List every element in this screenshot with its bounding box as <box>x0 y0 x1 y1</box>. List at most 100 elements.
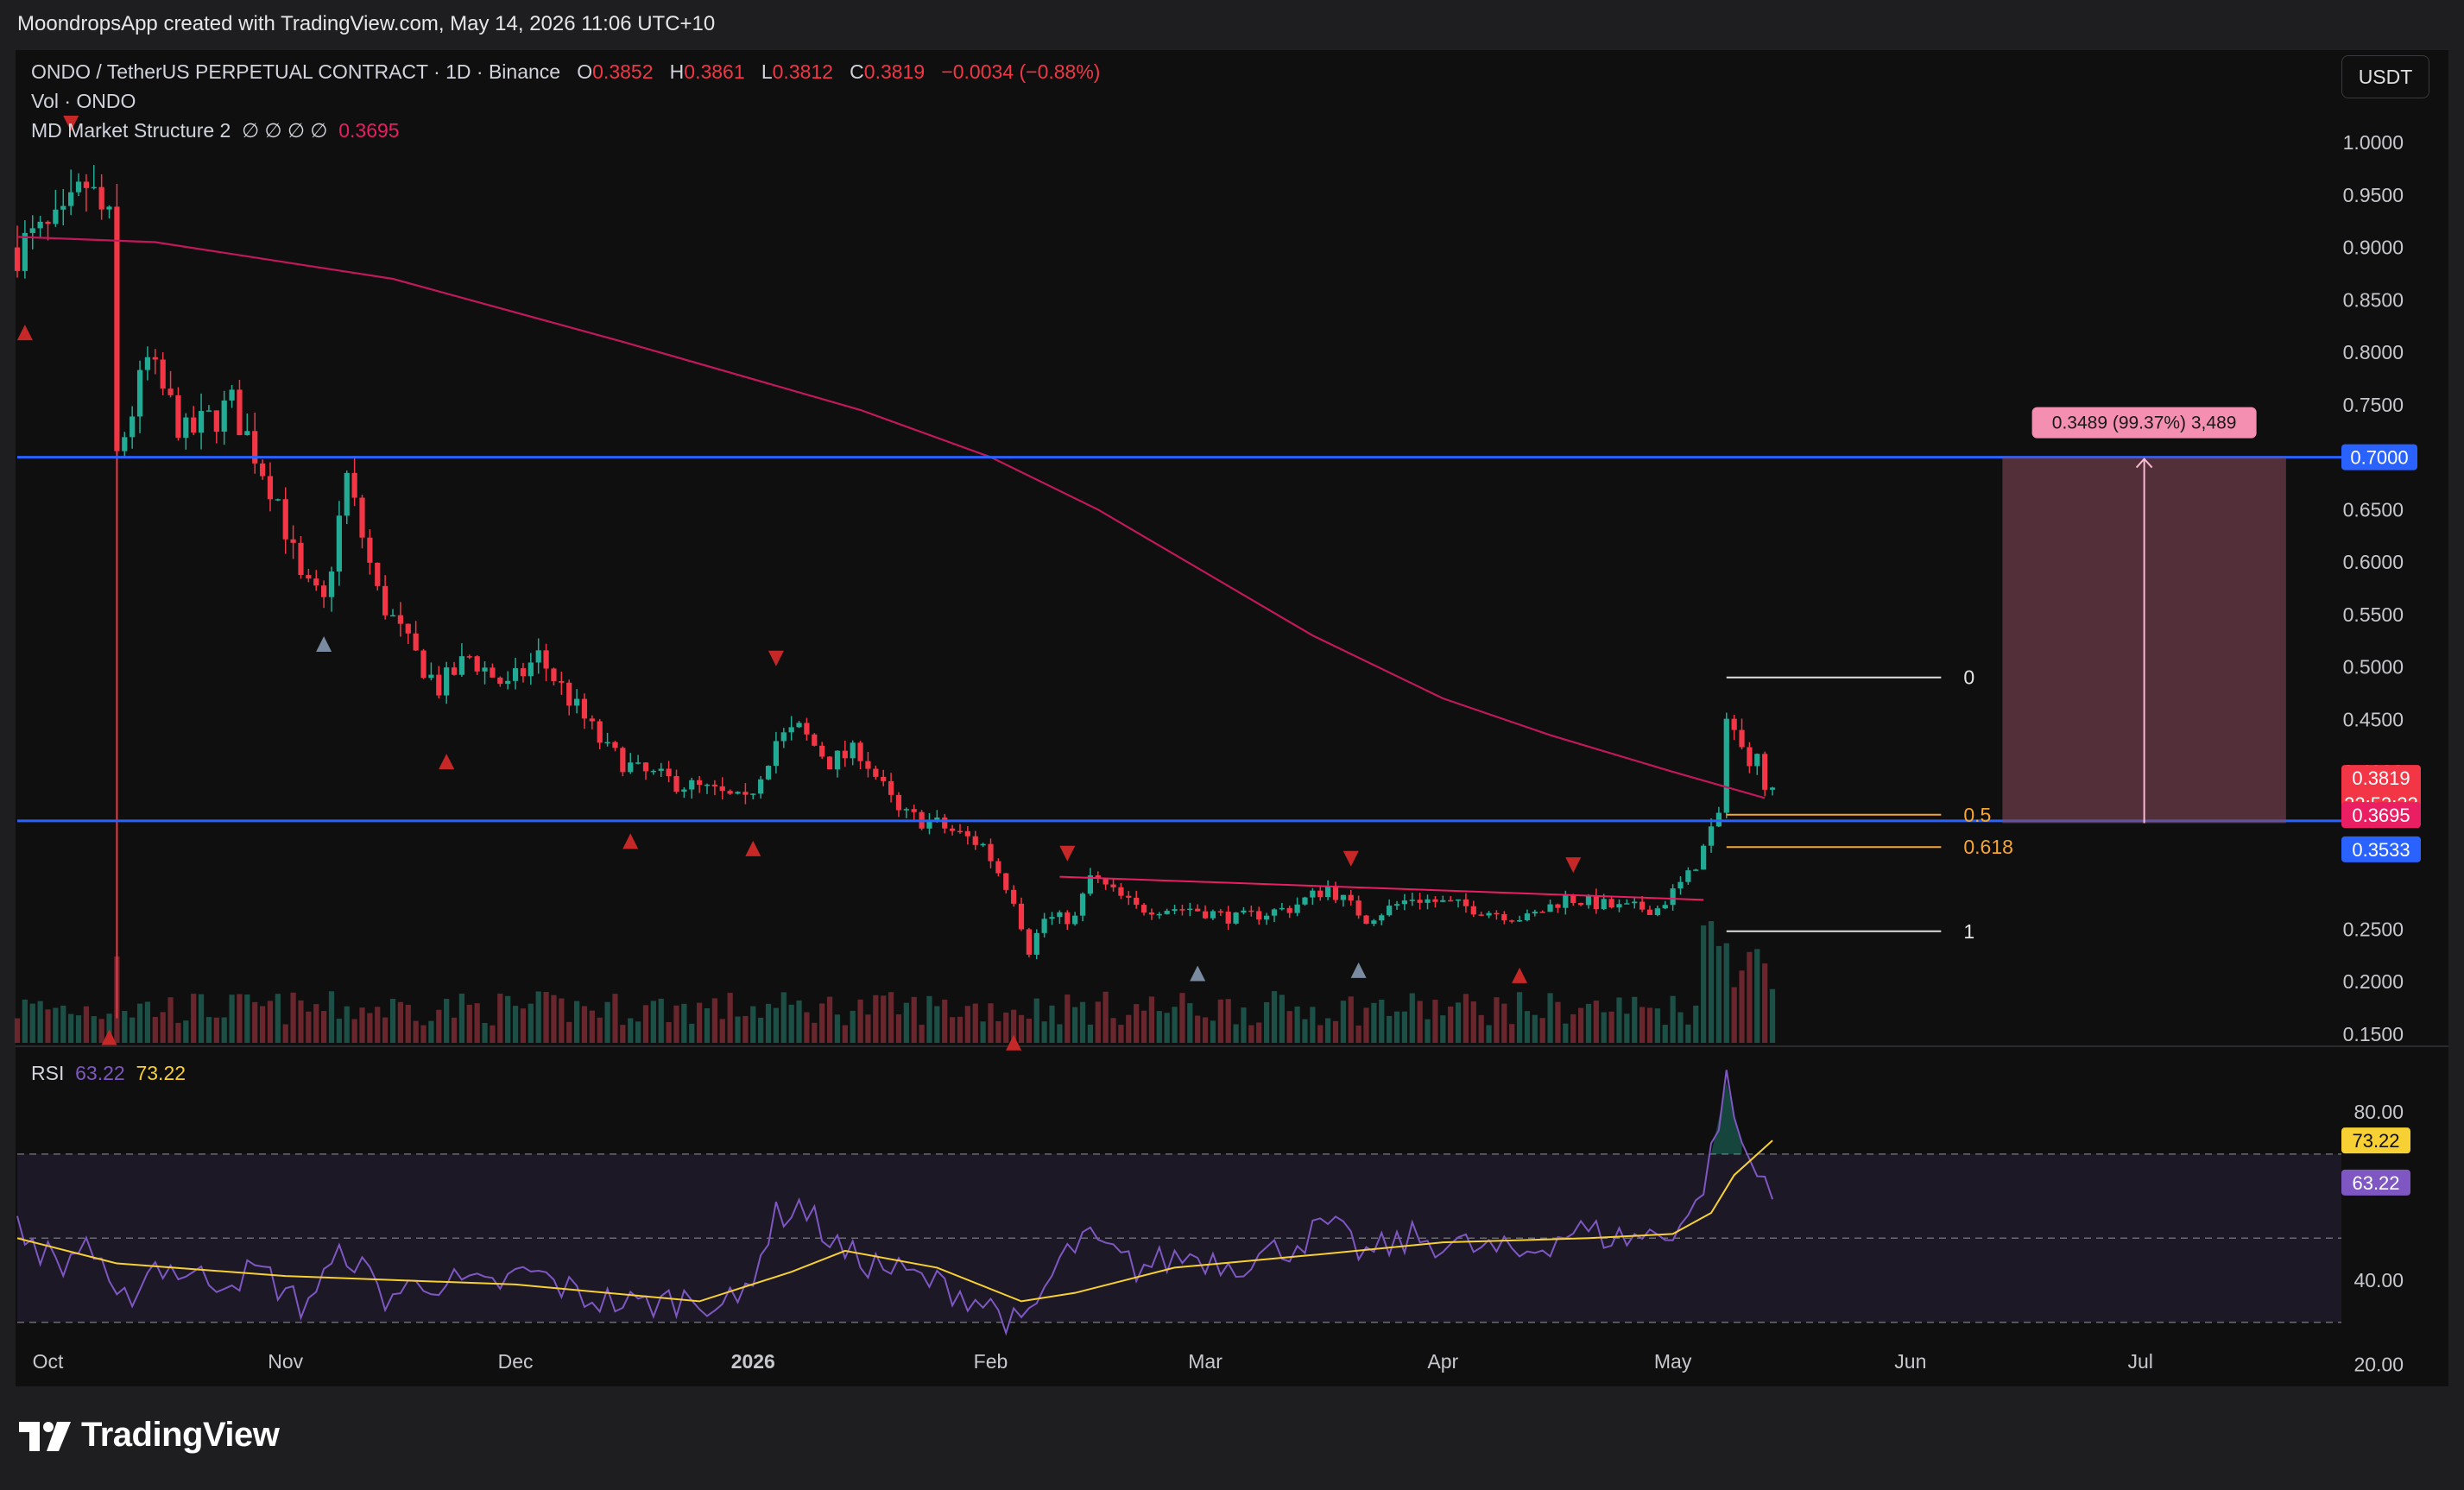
candle-body <box>934 818 940 821</box>
candle-body <box>1747 747 1753 767</box>
swing-low-marker <box>1512 967 1528 983</box>
candle-body <box>628 762 634 773</box>
candle-body <box>275 499 281 501</box>
volume-bar <box>535 991 541 1043</box>
candle-body <box>1256 911 1262 920</box>
volume-bar <box>436 1009 442 1043</box>
price-axis-tick: 0.5000 <box>2343 656 2404 679</box>
currency-button[interactable]: USDT <box>2341 55 2429 98</box>
volume-bar <box>1279 994 1285 1043</box>
candle-body <box>1079 893 1086 916</box>
candle-body <box>926 820 932 829</box>
candle-body <box>873 768 879 777</box>
volume-bar <box>1126 1014 1132 1043</box>
volume-bar <box>727 993 733 1043</box>
volume-bar <box>1524 1011 1531 1043</box>
volume-bar <box>1632 996 1638 1043</box>
candle-body <box>1202 911 1209 919</box>
swing-low-marker-alt <box>1190 965 1206 982</box>
candle-body <box>612 742 618 748</box>
candle-body <box>957 830 963 833</box>
candle-body <box>1393 904 1400 906</box>
volume-bar <box>1693 1005 1699 1043</box>
candle-body <box>1693 869 1699 871</box>
volume-bar <box>420 1025 426 1043</box>
volume-bar <box>53 1007 59 1043</box>
candle-body <box>1148 912 1155 915</box>
volume-bar <box>382 1017 389 1043</box>
volume-bar <box>1723 943 1729 1043</box>
volume-bar <box>566 1021 572 1043</box>
volume-bar <box>466 1004 472 1043</box>
symbol-title: ONDO / TetherUS PERPETUAL CONTRACT · 1D … <box>31 60 561 83</box>
candle-body <box>152 357 158 360</box>
candle-body <box>826 756 833 770</box>
candle-body <box>1164 911 1170 914</box>
volume-bar <box>1509 1024 1515 1043</box>
candle-body <box>942 818 948 829</box>
candle-body <box>512 668 519 681</box>
candle-body <box>842 750 848 759</box>
volume-bar <box>1348 996 1354 1043</box>
candle-body <box>474 656 480 672</box>
candle-body <box>37 221 43 229</box>
candle-body <box>1332 887 1339 900</box>
candle-body <box>1371 920 1377 925</box>
candle-body <box>1271 909 1278 916</box>
candle-body <box>144 357 151 370</box>
candle-body <box>804 723 810 735</box>
time-axis-label: Feb <box>974 1350 1008 1373</box>
candle-body <box>1470 906 1476 915</box>
swing-low-marker-alt <box>316 635 332 652</box>
candle-body <box>1654 908 1660 916</box>
measure-arrow-head <box>2135 458 2153 469</box>
volume-bar <box>91 1016 97 1043</box>
candle-body <box>1041 919 1047 933</box>
candle-body <box>351 472 357 498</box>
fib-level-label: 1 <box>1963 920 1974 943</box>
candle-body <box>704 784 711 786</box>
candle-body <box>834 750 841 770</box>
candle-body <box>1670 888 1676 906</box>
volume-bar <box>1708 920 1715 1043</box>
volume-bar <box>1532 1014 1538 1043</box>
volume-bar <box>1302 1019 1308 1043</box>
candle-body <box>559 680 565 683</box>
price-axis-tick: 0.8000 <box>2343 341 2404 363</box>
volume-bar <box>205 1017 212 1043</box>
candle-body <box>1440 900 1446 902</box>
volume-bar <box>581 1006 588 1043</box>
volume-bar <box>183 1020 189 1043</box>
volume-bar <box>221 1017 227 1043</box>
volume-bar <box>397 1001 404 1043</box>
candle-body <box>389 615 396 617</box>
volume-bar <box>1432 1000 1438 1043</box>
candle-body <box>466 656 472 658</box>
candle-body <box>964 830 970 837</box>
volume-bar <box>1118 1025 1124 1043</box>
candle-body <box>972 836 978 845</box>
candle-body <box>1279 907 1285 910</box>
candles <box>14 165 1776 960</box>
volume-bar <box>735 1016 741 1043</box>
candle-body <box>1640 901 1646 910</box>
volume-bar <box>367 1013 373 1043</box>
volume-bar <box>812 1022 818 1043</box>
volume-bar <box>1340 1001 1346 1043</box>
candle-body <box>551 668 557 681</box>
candle-body <box>620 748 626 773</box>
indicator-params: ∅ ∅ ∅ ∅ <box>242 119 328 142</box>
volume-bar <box>1041 1021 1047 1043</box>
volume-bar <box>290 992 296 1043</box>
volume-bar <box>551 994 557 1043</box>
candle-body <box>1302 897 1308 905</box>
candle-body <box>130 416 136 438</box>
candle-body <box>1225 911 1231 924</box>
volume-bar <box>834 1014 841 1043</box>
high-label: H <box>669 60 685 83</box>
candle-body <box>742 792 749 795</box>
volume-bar <box>780 992 787 1043</box>
volume-bar <box>1601 1012 1607 1043</box>
time-axis-label: Jun <box>1894 1350 1926 1373</box>
